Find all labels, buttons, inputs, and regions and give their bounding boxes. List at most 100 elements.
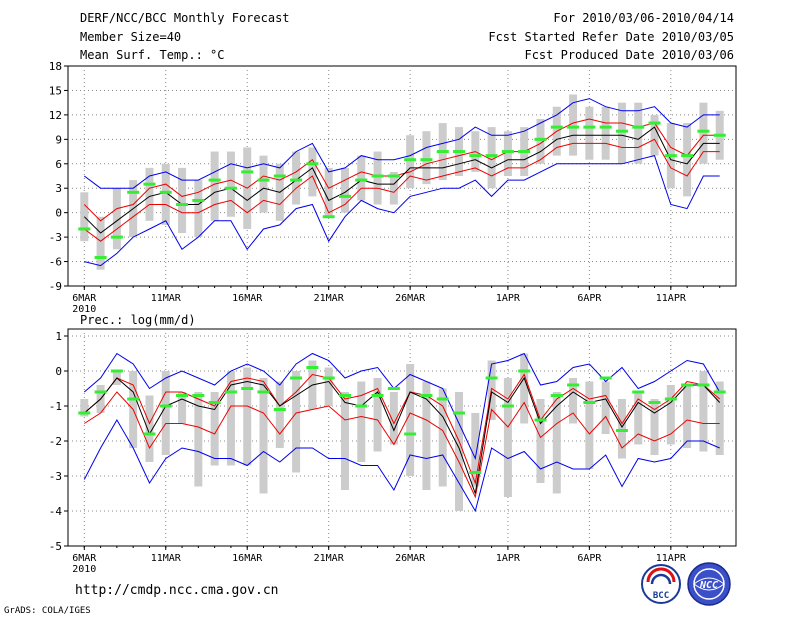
forecast-start-date: Fcst Started Refer Date 2010/03/05 xyxy=(488,30,734,44)
source-url: http://cmdp.ncc.cma.gov.cn xyxy=(75,583,279,598)
range-box xyxy=(226,371,235,466)
x-tick-label: 11MAR xyxy=(151,293,182,304)
range-box xyxy=(145,395,154,462)
range-box xyxy=(324,167,333,217)
range-box xyxy=(292,371,301,473)
x-tick-label: 1APR xyxy=(496,293,521,304)
x-tick-label: 11MAR xyxy=(151,553,182,564)
range-box xyxy=(389,392,398,445)
range-box xyxy=(145,167,154,221)
range-box xyxy=(666,385,675,445)
lower-line xyxy=(84,391,720,499)
range-box xyxy=(536,399,545,483)
max-line xyxy=(84,98,720,189)
range-box xyxy=(259,378,268,494)
bcc-logo-text: BCC xyxy=(653,591,669,601)
y-tick-label: 1 xyxy=(55,330,62,343)
range-box xyxy=(340,392,349,490)
range-box xyxy=(389,171,398,205)
ncc-logo-text: NCC xyxy=(699,580,718,591)
range-box xyxy=(194,180,203,238)
min-line xyxy=(84,155,720,267)
y-tick-label: 18 xyxy=(49,60,62,73)
range-box xyxy=(634,392,643,445)
range-box xyxy=(487,127,496,189)
range-box xyxy=(585,106,594,160)
range-box xyxy=(536,118,545,164)
range-box xyxy=(422,131,431,185)
range-box xyxy=(275,381,284,448)
ncc-logo: NCC xyxy=(687,562,731,606)
x-tick-label: 11APR xyxy=(656,553,687,564)
range-box xyxy=(357,155,366,201)
max-line xyxy=(83,352,721,461)
y-tick-label: -4 xyxy=(49,505,63,518)
x-tick-year-label: 2010 xyxy=(72,564,96,575)
median-line xyxy=(83,126,720,234)
range-box xyxy=(552,392,561,494)
lower-line xyxy=(84,138,720,242)
y-tick-label: -5 xyxy=(49,540,62,553)
x-tick-label: 6MAR xyxy=(72,553,97,564)
range-box xyxy=(340,167,349,213)
range-box xyxy=(699,102,708,164)
range-box xyxy=(161,163,170,225)
x-tick-year-label: 2010 xyxy=(72,304,96,315)
x-tick-label: 11APR xyxy=(656,293,687,304)
figure-title: DERF/NCC/BCC Monthly Forecast xyxy=(80,11,290,25)
range-box xyxy=(373,378,382,452)
range-box xyxy=(569,378,578,424)
upper-line xyxy=(83,118,720,222)
range-box xyxy=(80,399,89,417)
y-tick-label: -1 xyxy=(49,400,62,413)
range-box xyxy=(406,135,415,189)
x-tick-label: 6APR xyxy=(577,553,602,564)
y-tick-label: 9 xyxy=(55,133,62,146)
x-tick-label: 26MAR xyxy=(395,293,426,304)
y-tick-label: 15 xyxy=(49,84,62,97)
x-tick-label: 6MAR xyxy=(72,293,97,304)
range-box xyxy=(178,167,187,234)
bcc-logo: BCC xyxy=(641,564,681,604)
range-box xyxy=(715,381,724,455)
y-tick-label: 0 xyxy=(55,207,62,220)
grads-credit: GrADS: COLA/IGES xyxy=(4,606,91,616)
temperature-panel-title: Mean Surf. Temp.: °C xyxy=(80,48,225,62)
y-tick-label: 6 xyxy=(55,158,62,171)
range-box xyxy=(178,392,187,424)
plot-frame xyxy=(67,65,737,287)
y-tick-label: -9 xyxy=(49,280,62,293)
range-box xyxy=(210,151,219,221)
range-box xyxy=(650,114,659,156)
range-box xyxy=(438,388,447,487)
range-box xyxy=(601,381,610,434)
upper-line xyxy=(83,373,721,485)
range-box xyxy=(308,147,317,197)
range-box xyxy=(406,364,415,476)
range-box xyxy=(683,123,692,197)
range-box xyxy=(243,367,252,466)
range-box xyxy=(422,381,431,490)
forecast-period: For 2010/03/06-2010/04/14 xyxy=(553,11,734,25)
plot-frame xyxy=(67,328,737,547)
range-box xyxy=(194,392,203,487)
range-box xyxy=(455,392,464,511)
y-tick-label: -6 xyxy=(49,256,62,269)
range-box xyxy=(569,94,578,156)
range-box xyxy=(210,392,219,466)
x-tick-label: 6APR xyxy=(577,293,602,304)
range-box xyxy=(471,413,480,487)
range-box xyxy=(585,381,594,469)
range-box xyxy=(161,371,170,455)
x-tick-label: 21MAR xyxy=(314,293,345,304)
range-box xyxy=(226,151,235,217)
y-tick-label: -3 xyxy=(49,231,62,244)
y-tick-label: -2 xyxy=(49,435,62,448)
x-tick-label: 16MAR xyxy=(232,553,263,564)
y-tick-label: 3 xyxy=(55,182,62,195)
y-tick-label: 0 xyxy=(55,365,62,378)
